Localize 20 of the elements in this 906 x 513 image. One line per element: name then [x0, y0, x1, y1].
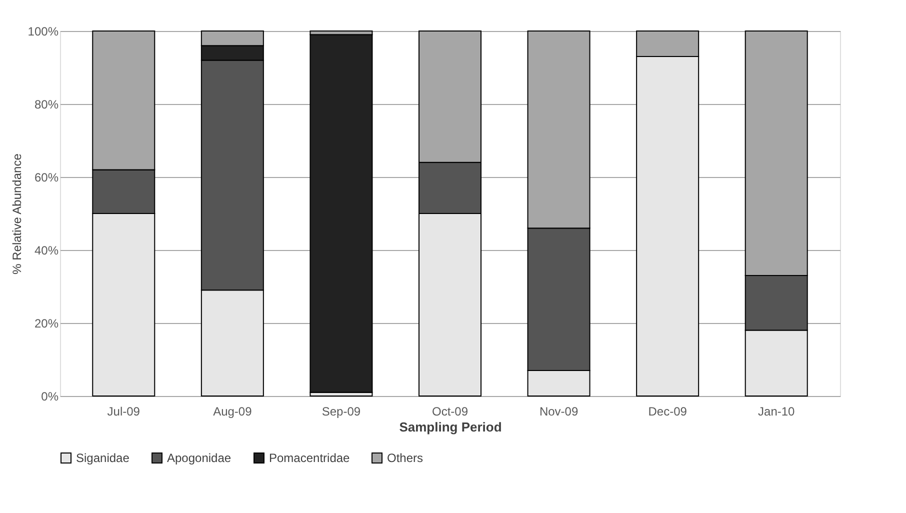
y-tick-label: 80%	[34, 98, 59, 112]
x-tick-label: Jan-10	[758, 404, 796, 418]
x-tick-label: Oct-09	[432, 404, 468, 418]
legend-label: Others	[387, 451, 424, 465]
y-tick-label: 0%	[41, 390, 59, 404]
legend-label: Siganidae	[76, 451, 130, 465]
x-axis-title: Sampling Period	[399, 420, 502, 434]
x-tick-label: Dec-09	[648, 404, 688, 418]
y-tick-label: 60%	[34, 170, 59, 184]
x-tick-label: Nov-09	[539, 404, 578, 418]
x-tick-label: Sep-09	[322, 404, 361, 418]
y-axis-title: % Relative Abundance	[10, 153, 24, 274]
y-tick-label: 100%	[28, 24, 59, 38]
bar	[310, 34, 373, 393]
y-tick-label: 40%	[34, 244, 59, 258]
x-tick-label: Jul-09	[107, 404, 140, 418]
y-tick-label: 20%	[34, 316, 59, 330]
x-tick-label: Aug-09	[213, 404, 252, 418]
legend-label: Pomacentridae	[269, 451, 350, 465]
legend-label: Apogonidae	[167, 451, 232, 465]
